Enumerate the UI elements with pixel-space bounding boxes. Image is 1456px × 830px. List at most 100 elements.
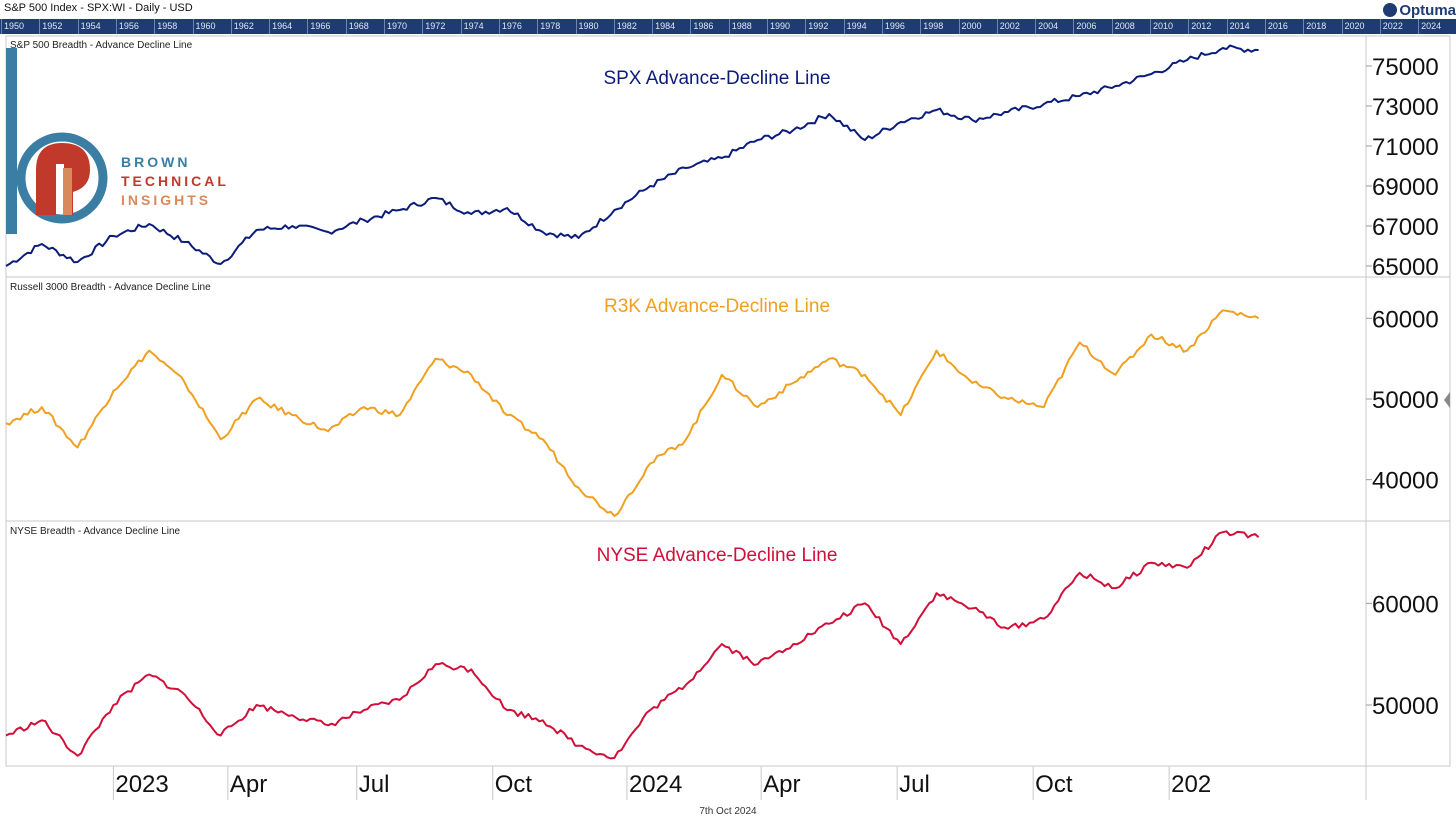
timeline-tick <box>1111 19 1113 34</box>
timeline-year[interactable]: 2002 <box>999 21 1020 31</box>
timeline-year[interactable]: 2014 <box>1229 21 1250 31</box>
timeline-year[interactable]: 2024 <box>1421 21 1442 31</box>
timeline-year[interactable]: 1990 <box>770 21 791 31</box>
timeline-tick <box>345 19 347 34</box>
timeline-year[interactable]: 1950 <box>4 21 25 31</box>
year-timeline-navigator[interactable]: 1950 1952 1954 1956 1958 1960 1962 1964 1966 1968… <box>0 19 1456 34</box>
optuma-brand-text: Optuma <box>1399 2 1456 19</box>
y-tick-label: 67000 <box>1372 214 1439 241</box>
x-tick-label: Apr <box>230 771 267 798</box>
y-tick-label: 73000 <box>1372 94 1439 121</box>
timeline-tick <box>652 19 654 34</box>
footer-date: 7th Oct 2024 <box>699 806 757 817</box>
timeline-tick <box>1035 19 1037 34</box>
timeline-tick <box>996 19 998 34</box>
timeline-year[interactable]: 1988 <box>731 21 752 31</box>
timeline-year[interactable]: 2018 <box>1306 21 1327 31</box>
chart-area[interactable]: S&P 500 Breadth - Advance Decline Line SP… <box>0 34 1456 804</box>
timeline-tick <box>1150 19 1151 34</box>
series-line[interactable] <box>5 309 1260 517</box>
timeline-tick <box>1264 19 1266 34</box>
panel-label: Russell 3000 Breadth - Advance Decline L… <box>10 282 211 293</box>
series-title: NYSE Advance-Decline Line <box>597 545 838 566</box>
timeline-tick <box>613 19 615 34</box>
timeline-tick <box>192 19 194 34</box>
timeline-year[interactable]: 1970 <box>387 21 408 31</box>
timeline-year[interactable]: 1984 <box>655 21 676 31</box>
timeline-tick <box>690 19 692 34</box>
timeline-year[interactable]: 2012 <box>1191 21 1212 31</box>
timeline-year[interactable]: 1986 <box>693 21 714 31</box>
timeline-tick <box>1379 19 1381 34</box>
timeline-year[interactable]: 1996 <box>884 21 905 31</box>
series-line[interactable] <box>5 44 1259 267</box>
timeline-year[interactable]: 1978 <box>540 21 561 31</box>
timeline-tick <box>537 19 539 34</box>
x-tick-label: 2024 <box>629 771 682 798</box>
timeline-year[interactable]: 2010 <box>1153 21 1174 31</box>
timeline-tick <box>422 19 424 34</box>
timeline-year[interactable]: 1952 <box>42 21 63 31</box>
timeline-tick <box>881 19 883 34</box>
x-tick-label: 2023 <box>115 771 168 798</box>
y-tick-label: 50000 <box>1372 387 1439 414</box>
timeline-tick <box>1418 19 1420 34</box>
timeline-year[interactable]: 1958 <box>157 21 178 31</box>
timeline-tick <box>728 19 730 34</box>
y-tick-label: 60000 <box>1372 591 1439 618</box>
y-tick-label: 65000 <box>1372 254 1439 281</box>
timeline-tick <box>843 19 845 34</box>
series-title: R3K Advance-Decline Line <box>604 296 830 317</box>
timeline-year[interactable]: 1980 <box>578 21 599 31</box>
logo-text: BROWN <box>121 154 190 170</box>
timeline-year[interactable]: 1968 <box>348 21 369 31</box>
y-tick-label: 75000 <box>1372 54 1439 81</box>
chart-frame <box>5 35 1451 767</box>
timeline-year[interactable]: 1960 <box>195 21 216 31</box>
timeline-year[interactable]: 2008 <box>1114 21 1135 31</box>
x-tick-label: Oct <box>495 771 533 798</box>
x-tick-label: Apr <box>763 771 800 798</box>
timeline-tick <box>1073 19 1075 34</box>
optuma-brand: Optuma <box>1383 2 1456 19</box>
timeline-year[interactable]: 1982 <box>616 21 637 31</box>
timeline-year[interactable]: 1972 <box>425 21 446 31</box>
y-tick-label: 69000 <box>1372 174 1439 201</box>
timeline-year[interactable]: 1976 <box>501 21 522 31</box>
timeline-tick <box>805 19 807 34</box>
timeline-year[interactable]: 1998 <box>923 21 944 31</box>
y-tick-label: 71000 <box>1372 134 1439 161</box>
window-titlebar: S&P 500 Index - SPX:WI - Daily - USD <box>0 0 1456 19</box>
logo-mark-inner <box>63 168 72 215</box>
timeline-year[interactable]: 2016 <box>1267 21 1288 31</box>
series-line[interactable] <box>5 530 1260 760</box>
optuma-logo-icon <box>1383 3 1398 17</box>
y-tick-label: 50000 <box>1372 693 1439 720</box>
timeline-year[interactable]: 2000 <box>961 21 982 31</box>
timeline-year[interactable]: 2004 <box>1038 21 1059 31</box>
timeline-year[interactable]: 1966 <box>310 21 331 31</box>
timeline-year[interactable]: 1974 <box>463 21 484 31</box>
collapse-arrow-icon[interactable] <box>1444 392 1450 408</box>
panel-label: S&P 500 Breadth - Advance Decline Line <box>10 40 193 51</box>
timeline-tick <box>1 19 2 34</box>
timeline-tick <box>460 19 462 34</box>
timeline-year[interactable]: 2006 <box>1076 21 1097 31</box>
timeline-year[interactable]: 2020 <box>1344 21 1365 31</box>
timeline-tick <box>115 19 117 34</box>
timeline-tick <box>1188 19 1190 34</box>
panel-label: NYSE Breadth - Advance Decline Line <box>10 526 181 537</box>
timeline-tick <box>77 19 79 34</box>
timeline-tick <box>575 19 577 34</box>
timeline-tick <box>1226 19 1228 34</box>
x-tick-label: Oct <box>1035 771 1073 798</box>
timeline-year[interactable]: 1956 <box>118 21 139 31</box>
timeline-tick <box>1303 19 1305 34</box>
timeline-year[interactable]: 2022 <box>1382 21 1403 31</box>
timeline-year[interactable]: 1994 <box>846 21 867 31</box>
timeline-year[interactable]: 1964 <box>272 21 293 31</box>
logo-text: TECHNICAL <box>121 173 229 189</box>
timeline-year[interactable]: 1962 <box>233 21 254 31</box>
timeline-year[interactable]: 1992 <box>808 21 829 31</box>
timeline-year[interactable]: 1954 <box>80 21 101 31</box>
